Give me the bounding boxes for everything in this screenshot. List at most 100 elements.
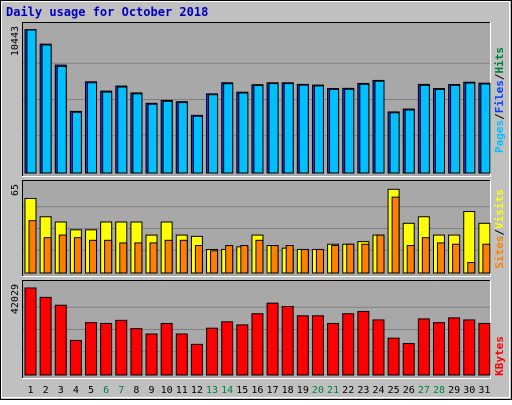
legend-sites: Sites	[493, 236, 506, 269]
x-tick-label-day-27: 27	[418, 385, 430, 396]
legend-files: Files	[493, 80, 506, 113]
bar-sites-day-15	[240, 245, 249, 274]
bar-sites-day-27	[421, 237, 430, 274]
bar-kbytes-day-30	[463, 319, 476, 376]
bar-sites-day-23	[361, 243, 370, 274]
ymax-label-visits: 65	[10, 184, 21, 196]
ymax-label-kbytes: 42029	[10, 284, 21, 314]
bar-kbytes-day-20	[311, 315, 324, 376]
legend-hits-panel: Pages/Files/Hits	[493, 47, 506, 153]
bar-sites-day-19	[300, 248, 309, 274]
bar-files-day-22	[344, 88, 355, 174]
bar-files-day-20	[313, 85, 324, 174]
bar-files-day-15	[238, 92, 249, 174]
x-tick-label-day-29: 29	[448, 385, 460, 396]
bar-files-day-2	[41, 44, 52, 174]
bar-sites-day-18	[285, 245, 294, 274]
bar-files-day-18	[283, 83, 294, 174]
bar-kbytes-day-18	[281, 305, 294, 376]
bar-kbytes-day-12	[190, 343, 203, 376]
bar-files-day-16	[253, 84, 264, 174]
bar-kbytes-day-3	[54, 304, 67, 376]
bar-files-day-5	[87, 82, 98, 174]
bar-kbytes-day-4	[69, 339, 82, 376]
chart-title: Daily usage for October 2018	[6, 5, 208, 19]
bar-kbytes-day-31	[478, 322, 491, 376]
bar-sites-day-12	[194, 245, 203, 274]
bar-files-day-19	[298, 84, 309, 174]
bar-kbytes-day-17	[266, 302, 279, 376]
bar-kbytes-day-7	[115, 319, 128, 376]
bar-kbytes-day-2	[39, 296, 52, 376]
bar-sites-day-22	[346, 243, 355, 274]
bar-sites-day-8	[134, 242, 143, 274]
bar-files-day-17	[268, 83, 279, 174]
bar-kbytes-day-21	[327, 322, 340, 376]
x-tick-label-day-6: 6	[103, 385, 109, 396]
bar-kbytes-day-23	[357, 310, 370, 376]
x-tick-label-day-18: 18	[282, 385, 294, 396]
bar-files-day-24	[374, 80, 385, 174]
bar-files-day-27	[419, 84, 430, 174]
bar-sites-day-21	[331, 245, 340, 274]
bar-sites-day-6	[104, 239, 113, 274]
bar-kbytes-day-9	[145, 333, 158, 376]
bar-files-day-1	[26, 29, 37, 174]
bar-files-day-25	[389, 112, 400, 174]
bar-kbytes-day-29	[448, 317, 461, 376]
bar-sites-day-20	[315, 248, 324, 274]
x-tick-label-day-14: 14	[221, 385, 233, 396]
x-tick-label-day-8: 8	[133, 385, 139, 396]
legend-separator: /	[493, 73, 506, 80]
x-tick-label-day-22: 22	[342, 385, 354, 396]
legend-kbytes-panel: KBytes	[493, 336, 506, 376]
legend-visits-panel: Sites/Visits	[493, 189, 506, 269]
x-tick-label-day-20: 20	[312, 385, 324, 396]
legend-pages: Pages	[493, 120, 506, 153]
bar-kbytes-day-5	[85, 322, 98, 376]
bar-files-day-31	[480, 83, 491, 174]
x-tick-label-day-16: 16	[251, 385, 263, 396]
legend-separator: /	[493, 113, 506, 120]
bar-sites-day-4	[73, 237, 82, 274]
bar-kbytes-day-13	[206, 327, 219, 376]
bar-files-day-8	[132, 93, 143, 174]
bar-files-day-3	[56, 65, 67, 174]
x-tick-label-day-21: 21	[327, 385, 339, 396]
bar-sites-day-26	[406, 245, 415, 274]
bar-sites-day-11	[179, 239, 188, 274]
bar-files-day-21	[329, 88, 340, 174]
bar-kbytes-day-11	[175, 333, 188, 376]
bar-files-day-23	[359, 83, 370, 174]
bar-files-day-14	[223, 83, 234, 174]
bar-files-day-10	[162, 100, 173, 174]
x-tick-label-day-23: 23	[357, 385, 369, 396]
x-tick-label-day-3: 3	[58, 385, 64, 396]
bar-kbytes-day-8	[130, 328, 143, 376]
outer-bevel	[1, 1, 510, 398]
bar-files-day-26	[404, 109, 415, 174]
x-tick-label-day-25: 25	[388, 385, 400, 396]
bar-kbytes-day-26	[402, 343, 415, 376]
bar-sites-day-1	[28, 220, 37, 274]
x-tick-label-day-13: 13	[206, 385, 218, 396]
bar-files-day-29	[450, 84, 461, 174]
legend-visits: Visits	[493, 189, 506, 229]
bar-files-day-9	[147, 103, 158, 174]
x-tick-label-day-12: 12	[191, 385, 203, 396]
bar-sites-day-13	[210, 250, 219, 274]
bar-kbytes-day-6	[100, 322, 113, 376]
legend-hits: Hits	[493, 47, 506, 74]
x-tick-label-day-2: 2	[43, 385, 49, 396]
x-tick-label-day-10: 10	[161, 385, 173, 396]
bar-files-day-4	[71, 111, 82, 174]
bar-sites-day-14	[225, 245, 234, 274]
bar-files-day-6	[102, 91, 113, 174]
x-tick-label-day-11: 11	[176, 385, 188, 396]
bar-sites-day-2	[43, 237, 52, 274]
bar-kbytes-day-22	[342, 313, 355, 376]
bar-files-day-28	[434, 88, 445, 174]
bar-sites-day-30	[467, 262, 476, 274]
bar-files-day-12	[192, 115, 203, 174]
